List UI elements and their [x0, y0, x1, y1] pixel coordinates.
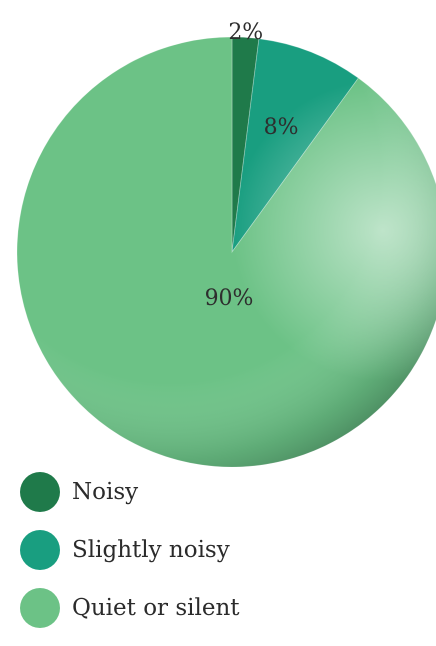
legend: Noisy Slightly noisy Quiet or silent	[20, 472, 240, 646]
data-label-quiet-or-silent: 90%	[205, 286, 254, 311]
legend-label-quiet-or-silent: Quiet or silent	[72, 595, 240, 621]
legend-label-slightly-noisy: Slightly noisy	[72, 537, 230, 563]
legend-item-quiet-or-silent: Quiet or silent	[20, 588, 240, 628]
legend-swatch-noisy	[20, 472, 60, 512]
legend-label-noisy: Noisy	[72, 479, 139, 505]
pie-slice-quiet-or-silent	[16, 36, 436, 468]
legend-item-noisy: Noisy	[20, 472, 240, 512]
legend-swatch-slightly-noisy	[20, 530, 60, 570]
data-label-slightly-noisy: 8%	[264, 115, 299, 140]
legend-swatch-quiet-or-silent	[20, 588, 60, 628]
legend-item-slightly-noisy: Slightly noisy	[20, 530, 240, 570]
pie-chart: 2% 8% 90%	[16, 20, 436, 468]
data-label-noisy: 2%	[228, 20, 263, 45]
